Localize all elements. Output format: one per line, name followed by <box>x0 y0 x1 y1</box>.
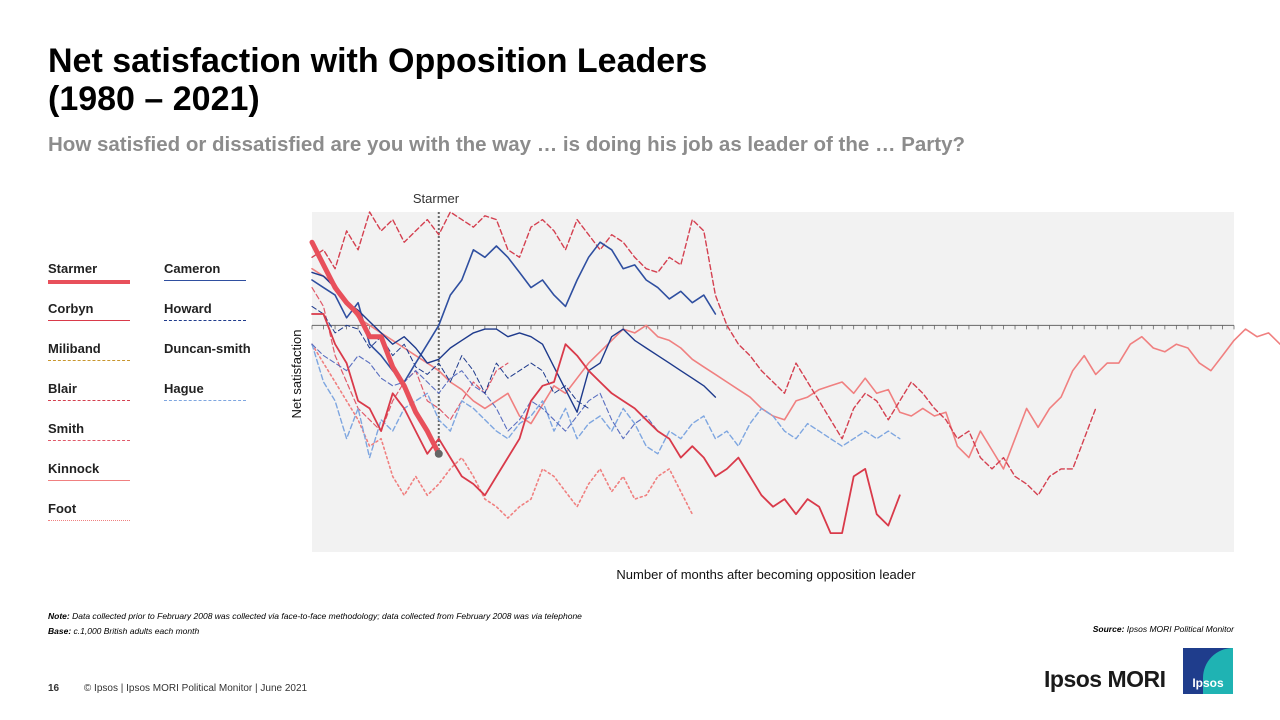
legend-label: Miliband <box>48 341 101 356</box>
legend-swatch <box>48 440 130 441</box>
series-line-corbyn <box>311 313 901 534</box>
ipsos-logo: Ipsos <box>1183 648 1233 694</box>
legend-swatch <box>48 360 130 361</box>
page-number: 16 <box>48 683 60 694</box>
legend-item-kinnock: Kinnock <box>48 461 138 481</box>
legend-swatch <box>48 400 130 401</box>
brand-wordmark: Ipsos MORI <box>1044 666 1166 692</box>
ipsos-logo-text: Ipsos <box>1192 676 1224 690</box>
legend-label: Foot <box>48 501 77 516</box>
legend-label: Smith <box>48 421 85 436</box>
legend-item-corbyn: Corbyn <box>48 301 138 321</box>
x-axis-label: Number of months after becoming oppositi… <box>616 567 916 582</box>
note-text: Note: Data collected prior to February 2… <box>48 611 582 621</box>
legend-item-foot: Foot <box>48 501 138 521</box>
title-line-2: (1980 – 2021) <box>48 80 260 118</box>
source-text: Source: Ipsos MORI Political Monitor <box>1092 624 1234 634</box>
footer: 16 © Ipsos | Ipsos MORI Political Monito… <box>48 683 307 694</box>
series-line-cameron <box>311 241 717 383</box>
starmer-marker-label: Starmer <box>413 191 460 206</box>
series-line-howard <box>311 305 590 409</box>
legend-item-miliband: Miliband <box>48 341 138 361</box>
legend-label: Howard <box>164 301 212 316</box>
legend-item-starmer: Starmer <box>48 261 138 284</box>
series-line-foot <box>311 343 694 519</box>
series-line-miliband <box>311 271 717 413</box>
legend-label: Kinnock <box>48 461 100 476</box>
legend-label: Starmer <box>48 261 98 276</box>
legend-item-smith: Smith <box>48 421 138 441</box>
y-axis-label: Net satisfaction <box>289 330 304 419</box>
series-line-starmer <box>309 239 442 457</box>
base-text: Base: c.1,000 British adults each month <box>48 626 200 636</box>
page-title: Net satisfaction with Opposition Leaders… <box>48 42 948 118</box>
legend-item-cameron: Cameron <box>164 261 254 281</box>
legend-swatch <box>48 320 130 321</box>
legend-item-hague: Hague <box>164 381 254 401</box>
legend-swatch <box>164 400 246 401</box>
legend-swatch <box>48 520 130 521</box>
series-line-blair <box>311 211 1097 496</box>
legend-swatch <box>164 280 246 281</box>
page-subtitle: How satisfied or dissatisfied are you wi… <box>48 133 966 156</box>
legend-swatch <box>48 280 130 284</box>
legend-item-duncan-smith: Duncan-smith <box>164 341 254 360</box>
legend-item-blair: Blair <box>48 381 138 401</box>
legend-swatch <box>48 480 130 481</box>
legend-swatch <box>164 320 246 321</box>
legend-label: Cameron <box>164 261 221 276</box>
legend-label: Duncan-smith <box>164 341 251 356</box>
legend-label: Hague <box>164 381 204 396</box>
series-line-kinnock <box>311 267 1280 470</box>
legend-label: Blair <box>48 381 77 396</box>
legend-label: Corbyn <box>48 301 94 316</box>
notes-block: Note: Data collected prior to February 2… <box>48 609 582 639</box>
legend-item-howard: Howard <box>164 301 254 321</box>
footer-copyright: © Ipsos | Ipsos MORI Political Monitor |… <box>83 683 308 694</box>
starmer-latest-point <box>434 449 443 458</box>
title-line-1: Net satisfaction with Opposition Leaders <box>48 42 708 80</box>
series-line-duncan-smith <box>311 343 670 440</box>
